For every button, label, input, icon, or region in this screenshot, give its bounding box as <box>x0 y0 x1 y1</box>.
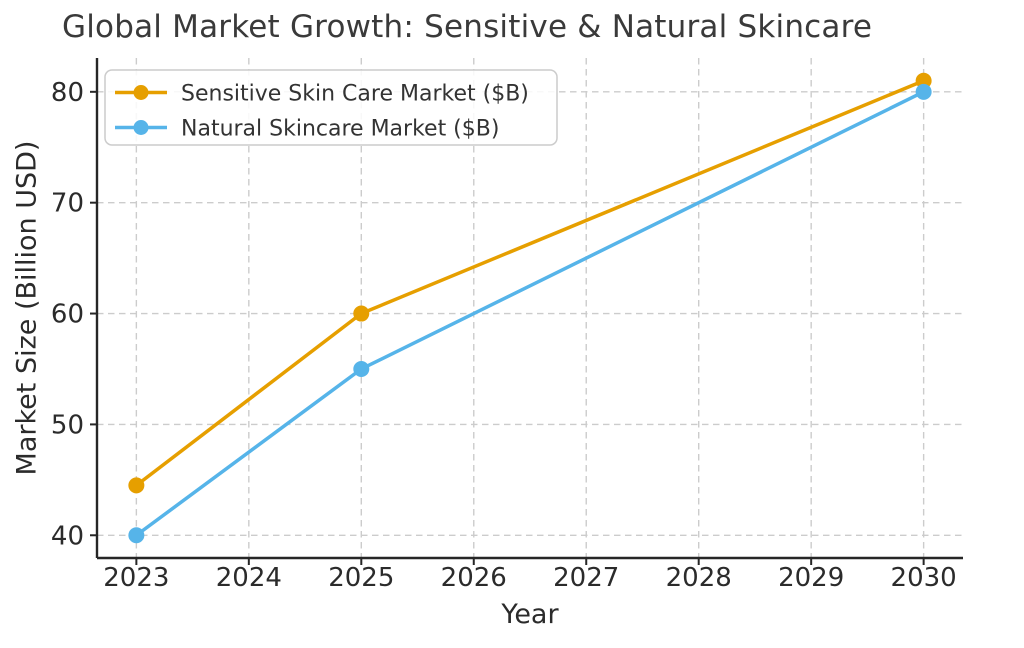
y-tick-label: 70 <box>51 189 84 219</box>
data-point-marker <box>353 360 370 377</box>
chart-title: Global Market Growth: Sensitive & Natura… <box>62 9 873 45</box>
y-tick-label: 40 <box>51 521 84 551</box>
x-axis-label: Year <box>501 599 559 630</box>
data-point-marker <box>128 527 145 544</box>
data-point-marker <box>128 477 145 494</box>
x-tick-label: 2024 <box>216 563 282 593</box>
x-tick-label: 2029 <box>778 563 844 593</box>
data-point-marker <box>915 72 932 89</box>
legend-box <box>104 69 558 146</box>
x-tick-label: 2027 <box>553 563 619 593</box>
x-tick-label: 2025 <box>328 563 394 593</box>
data-point-marker <box>915 83 932 100</box>
data-point-marker <box>353 305 370 322</box>
y-tick-label: 60 <box>51 300 84 330</box>
y-tick-label: 50 <box>51 410 84 440</box>
y-axis-label: Market Size (Billion USD) <box>11 140 43 476</box>
legend-swatch-marker <box>133 120 149 135</box>
legend-swatch-marker <box>133 85 149 100</box>
y-tick-label: 80 <box>51 78 84 108</box>
x-tick-label: 2026 <box>441 563 507 593</box>
x-tick-label: 2030 <box>891 563 957 593</box>
x-tick-label: 2023 <box>103 563 169 593</box>
legend-label: Natural Skincare Market ($B) <box>181 117 499 142</box>
legend-label: Sensitive Skin Care Market ($B) <box>181 82 529 107</box>
x-tick-label: 2028 <box>666 563 732 593</box>
